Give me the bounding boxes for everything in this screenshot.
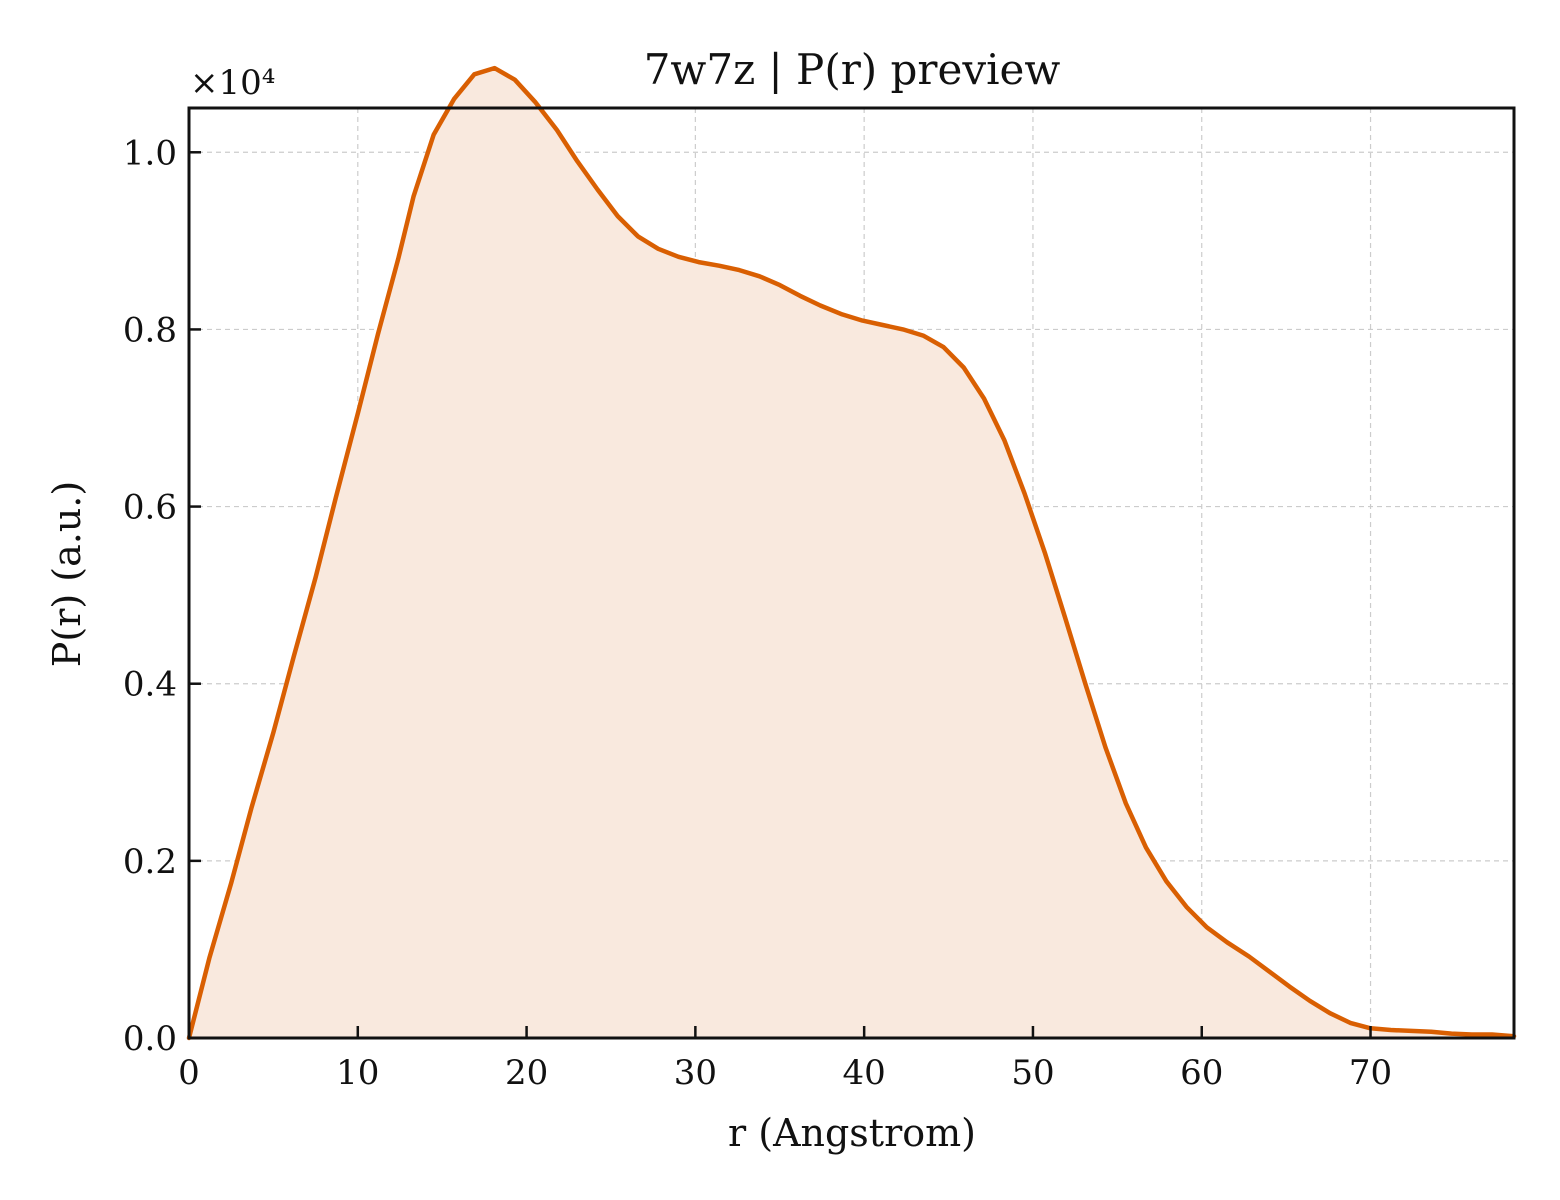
- x-tick-label: 70: [1349, 1053, 1392, 1093]
- x-axis-label: r (Angstrom): [728, 1111, 976, 1155]
- chart-title: 7w7z | P(r) preview: [644, 45, 1061, 94]
- pr-area-fill: [189, 68, 1514, 1039]
- y-offset-label: ×10⁴: [190, 63, 275, 103]
- y-axis-label: P(r) (a.u.): [45, 481, 89, 667]
- y-tick-label: 0.0: [123, 1019, 177, 1059]
- y-tick-label: 0.6: [123, 488, 177, 528]
- x-tick-label: 20: [505, 1053, 548, 1093]
- tick-labels: 0 10 20 30 40 50 60 70 0.0 0.2 0.4 0.6 0.8 1.0: [123, 133, 1392, 1093]
- x-tick-label: 50: [1011, 1053, 1054, 1093]
- y-tick-label: 1.0: [123, 133, 177, 173]
- plot-frame: [187, 106, 1516, 1040]
- x-tick-label: 10: [336, 1053, 379, 1093]
- pr-line: [186, 65, 1517, 1041]
- x-tick-label: 60: [1180, 1053, 1223, 1093]
- x-tick-label: 30: [674, 1053, 717, 1093]
- y-tick-label: 0.4: [123, 665, 177, 705]
- x-tick-label: 0: [178, 1053, 200, 1093]
- ticks: [187, 151, 1372, 1040]
- y-tick-label: 0.8: [123, 310, 177, 350]
- x-tick-label: 40: [843, 1053, 886, 1093]
- y-tick-label: 0.2: [123, 842, 177, 882]
